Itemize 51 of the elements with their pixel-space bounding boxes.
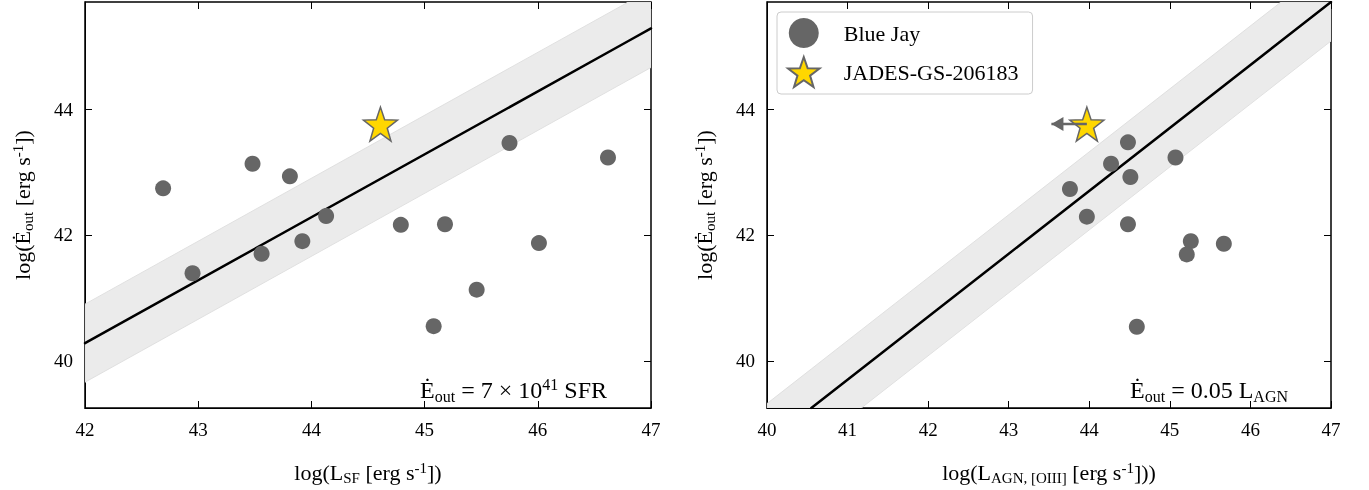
legend-label: JADES-GS-206183 bbox=[843, 59, 1019, 85]
point bbox=[1182, 233, 1199, 250]
legend-label: Blue Jay bbox=[843, 20, 921, 46]
point bbox=[392, 216, 409, 233]
point bbox=[1078, 208, 1095, 225]
y-tick-label: 40 bbox=[736, 350, 755, 372]
x-tick-label: 42 bbox=[75, 419, 95, 440]
point bbox=[281, 168, 298, 185]
x-tick-label: 42 bbox=[918, 419, 938, 440]
point bbox=[1061, 180, 1078, 197]
x-tick-label: 44 bbox=[1079, 419, 1100, 440]
point bbox=[318, 208, 335, 225]
point bbox=[253, 245, 270, 262]
point bbox=[1103, 155, 1120, 172]
x-tick-label: 43 bbox=[999, 419, 1019, 440]
point bbox=[501, 135, 518, 151]
y-tick-label: 44 bbox=[736, 98, 756, 120]
x-tick-label: 47 bbox=[641, 419, 661, 440]
y-tick-label: 44 bbox=[54, 98, 74, 120]
y-tick-label: 42 bbox=[736, 224, 755, 246]
point bbox=[1122, 168, 1139, 185]
point bbox=[530, 235, 547, 252]
point bbox=[294, 233, 311, 250]
x-tick-label: 46 bbox=[1240, 419, 1260, 440]
point bbox=[1167, 149, 1184, 166]
point bbox=[468, 281, 485, 298]
y-axis-title: log(Ėout [erg s-1]) bbox=[9, 130, 36, 280]
point bbox=[1128, 318, 1145, 335]
point bbox=[1069, 106, 1105, 142]
point bbox=[436, 216, 453, 233]
point bbox=[1178, 246, 1195, 263]
point bbox=[184, 265, 201, 282]
x-tick-label: 45 bbox=[1160, 419, 1180, 440]
point bbox=[1119, 216, 1136, 233]
point bbox=[1215, 235, 1232, 252]
point bbox=[244, 155, 261, 172]
point bbox=[362, 106, 399, 142]
x-tick-label: 43 bbox=[188, 419, 208, 440]
y-axis-title: log(Ėout [erg s-1]) bbox=[691, 130, 718, 280]
y-tick-label: 40 bbox=[54, 350, 73, 372]
x-tick-label: 46 bbox=[528, 419, 548, 440]
point bbox=[425, 318, 442, 335]
point bbox=[1119, 134, 1136, 151]
x-tick-label: 40 bbox=[757, 419, 777, 440]
y-tick-label: 42 bbox=[54, 224, 73, 246]
x-tick-label: 45 bbox=[415, 419, 435, 440]
point bbox=[600, 149, 616, 166]
x-tick-label: 41 bbox=[838, 419, 858, 440]
x-tick-label: 47 bbox=[1321, 419, 1341, 440]
point bbox=[155, 180, 172, 197]
x-tick-label: 44 bbox=[301, 419, 322, 440]
